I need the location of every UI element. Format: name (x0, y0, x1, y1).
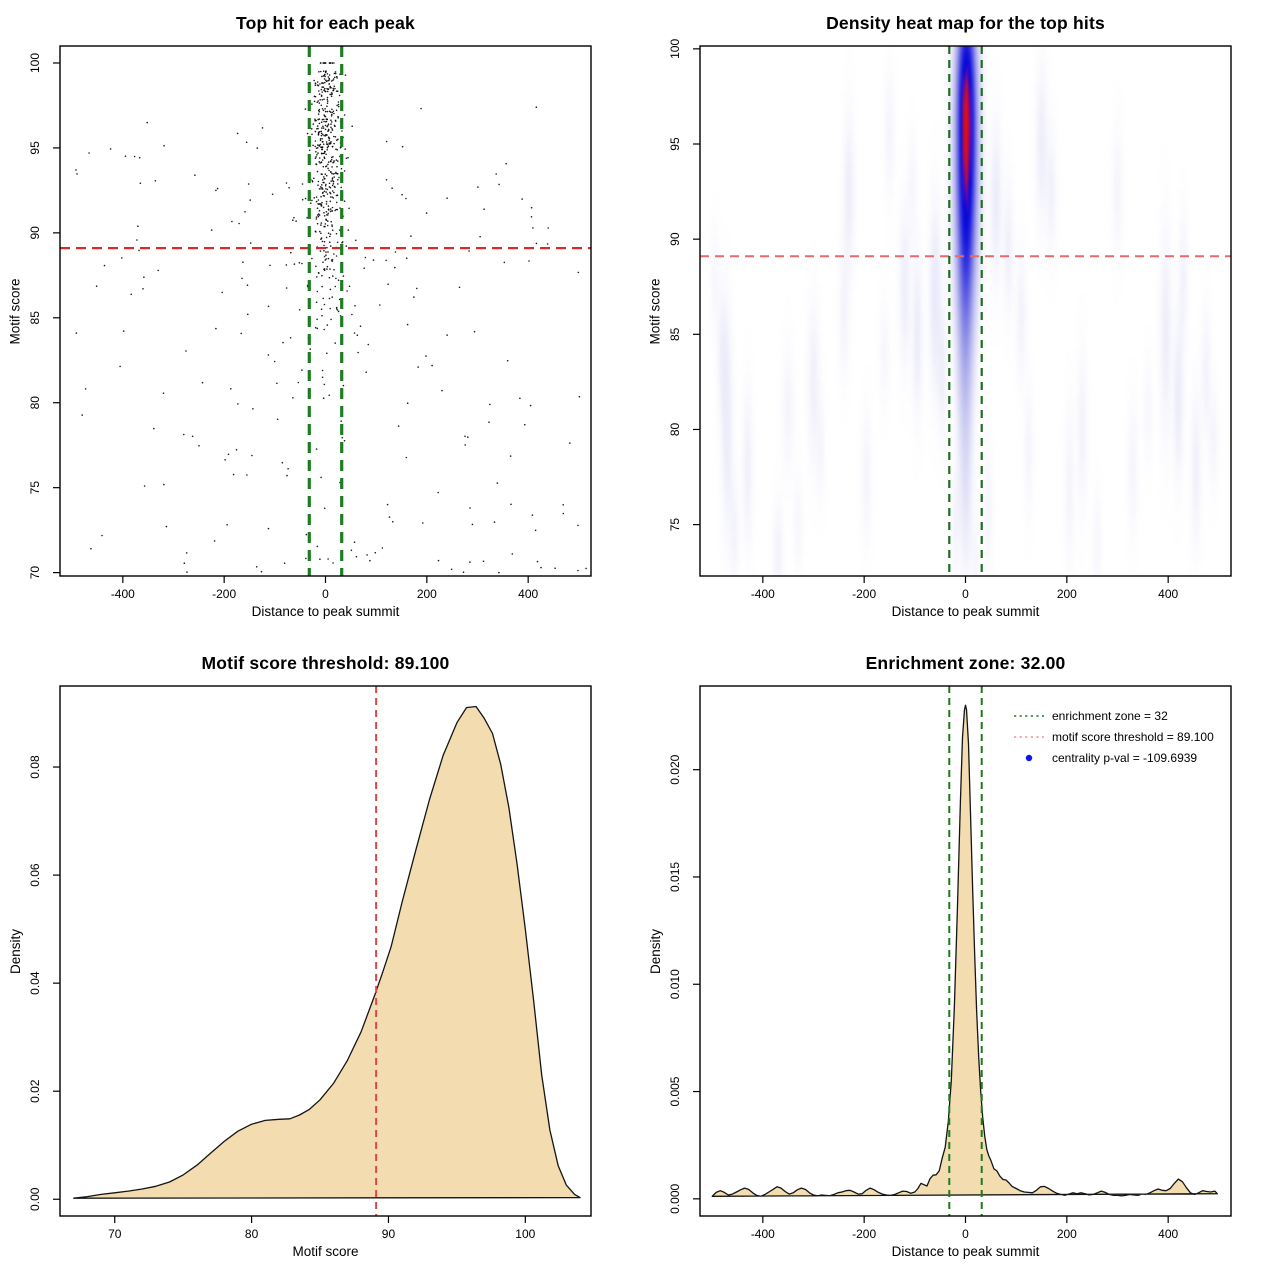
density-curve (73, 705, 581, 1199)
y-tick-label: 0.06 (28, 863, 42, 887)
y-axis-label-wrap: Density (640, 686, 670, 1216)
x-tick-label: 200 (417, 587, 437, 601)
x-tick-label: 0 (962, 587, 969, 601)
x-tick-label: 80 (245, 1227, 259, 1241)
y-axis-label: Density (647, 928, 663, 974)
y-tick-label: 0.02 (28, 1079, 42, 1103)
y-axis-label-wrap: Density (0, 686, 30, 1216)
legend-key-point (1025, 754, 1033, 762)
panel-distance-density: -400 -200 0 200 400 0.000 0.005 0.010 0.015 0.020… (640, 640, 1280, 1280)
scatter-points (75, 62, 587, 574)
x-tick-label: 400 (518, 587, 538, 601)
distance-density-plot-area: -400 -200 0 200 400 0.000 0.005 0.010 0.015 0.020… (668, 685, 1232, 1241)
y-tick-label: 80 (668, 422, 682, 436)
y-tick-label: 0.020 (668, 754, 682, 784)
y-tick-label: 90 (28, 226, 42, 240)
y-tick-label: 75 (668, 518, 682, 532)
heatmap-plot-area: -400 -200 0 200 400 75 80 85 90 95 100 (668, 39, 1232, 601)
y-tick-label: 0.000 (668, 1183, 682, 1213)
y-tick-label: 95 (668, 137, 682, 151)
y-axis-label-wrap: Motif score (640, 46, 670, 576)
heatmap-canvas (640, 0, 1280, 640)
x-tick-label: -400 (111, 587, 135, 601)
y-tick-label: 80 (28, 396, 42, 410)
chart-title: Density heat map for the top hits (826, 13, 1105, 33)
y-tick-label: 0.005 (668, 1076, 682, 1106)
y-tick-label: 85 (28, 311, 42, 325)
x-tick-label: -400 (751, 1227, 775, 1241)
y-axis-label: Density (7, 928, 23, 974)
x-tick-label: -200 (852, 587, 876, 601)
y-tick-label: 75 (28, 481, 42, 495)
plot-box (59, 685, 592, 1217)
x-tick-label: 200 (1057, 1227, 1077, 1241)
x-tick-label: -200 (852, 1227, 876, 1241)
y-axis-label-wrap: Motif score (0, 46, 30, 576)
y-tick-label: 85 (668, 327, 682, 341)
chart-title: Enrichment zone: 32.00 (865, 653, 1066, 673)
y-tick-label: 70 (28, 566, 42, 580)
y-tick-label: 95 (28, 141, 42, 155)
y-tick-label: 0.015 (668, 862, 682, 892)
chart-title: Motif score threshold: 89.100 (201, 653, 450, 673)
y-tick-label: 0.08 (28, 755, 42, 779)
y-tick-label: 0.00 (28, 1187, 42, 1211)
legend: enrichment zone = 32 motif score threshol… (1014, 709, 1214, 765)
x-axis-label: Distance to peak summit (891, 1244, 1040, 1259)
x-tick-label: 70 (108, 1227, 122, 1241)
x-tick-label: 0 (962, 1227, 969, 1241)
y-axis-label: Motif score (7, 277, 23, 345)
density-curve (711, 704, 1218, 1197)
panel-top-hit-scatter: -400 -200 0 200 400 70 75 80 85 90 95 100 Top hit f… (0, 0, 640, 640)
y-tick-label: 100 (668, 39, 682, 59)
panel-motif-score-density: 70 80 90 100 0.00 0.02 0.04 0.06 0.08 Motif scor… (0, 640, 640, 1280)
y-tick-label: 100 (28, 53, 42, 73)
legend-label: motif score threshold = 89.100 (1052, 730, 1214, 744)
legend-label: centrality p-val = -109.6939 (1052, 751, 1197, 765)
x-tick-label: 90 (382, 1227, 396, 1241)
scatter-plot-area: -400 -200 0 200 400 70 75 80 85 90 95 100 (28, 45, 592, 601)
x-tick-label: 400 (1158, 587, 1178, 601)
y-axis-label: Motif score (647, 277, 663, 345)
x-tick-label: 400 (1158, 1227, 1178, 1241)
chart-title: Top hit for each peak (236, 13, 415, 33)
score-density-plot-area: 70 80 90 100 0.00 0.02 0.04 0.06 0.08 (28, 685, 592, 1241)
y-tick-label: 0.010 (668, 969, 682, 999)
x-axis-label: Distance to peak summit (251, 604, 400, 619)
plot-box (699, 45, 1232, 577)
panel-density-heatmap: -400 -200 0 200 400 75 80 85 90 95 100 Density hea… (640, 0, 1280, 640)
x-tick-label: 100 (515, 1227, 535, 1241)
x-tick-label: 200 (1057, 587, 1077, 601)
x-tick-label: -400 (751, 587, 775, 601)
x-axis-label: Motif score (292, 1244, 359, 1259)
x-tick-label: -200 (212, 587, 236, 601)
legend-label: enrichment zone = 32 (1052, 709, 1168, 723)
y-tick-label: 0.04 (28, 971, 42, 995)
y-tick-label: 90 (668, 232, 682, 246)
x-axis-label: Distance to peak summit (891, 604, 1040, 619)
x-tick-label: 0 (322, 587, 329, 601)
